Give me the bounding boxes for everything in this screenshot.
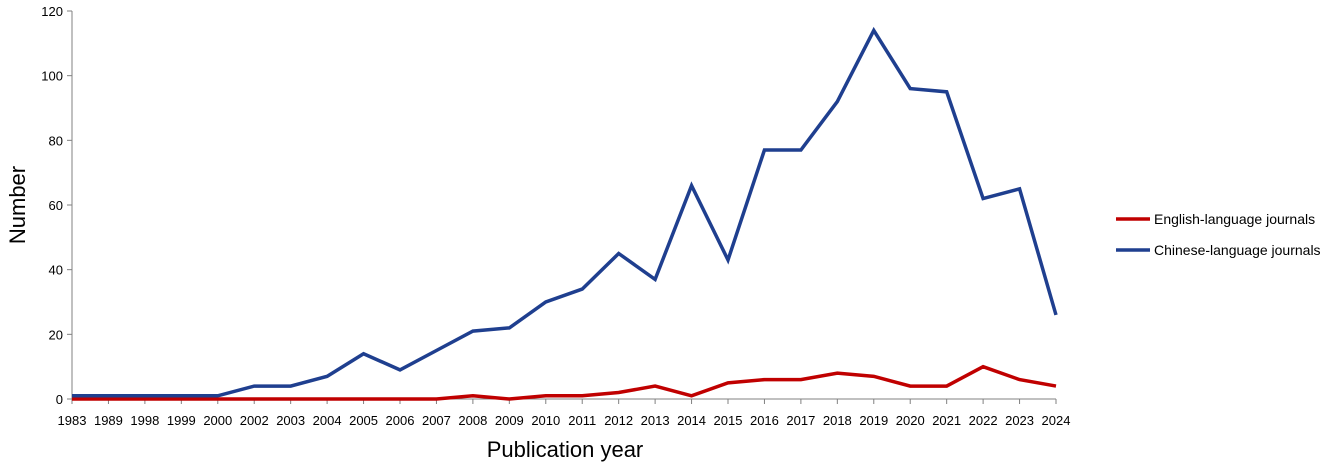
x-tick-label: 2000 bbox=[203, 413, 232, 428]
y-tick-label: 0 bbox=[56, 392, 63, 407]
x-tick-label: 2019 bbox=[859, 413, 888, 428]
x-tick-label: 2012 bbox=[604, 413, 633, 428]
x-tick-label: 2017 bbox=[786, 413, 815, 428]
x-tick-label: 2023 bbox=[1005, 413, 1034, 428]
legend: English-language journals Chinese-languag… bbox=[1116, 211, 1321, 258]
x-tick-label: 2005 bbox=[349, 413, 378, 428]
x-tick-label: 1998 bbox=[130, 413, 159, 428]
series-line-1 bbox=[72, 364, 1057, 401]
x-tick-label: 2021 bbox=[932, 413, 961, 428]
legend-label: Chinese-language journals bbox=[1154, 242, 1321, 258]
x-tick-label: 2011 bbox=[568, 413, 596, 428]
y-tick-label: 20 bbox=[49, 327, 63, 342]
x-tick-label: 2020 bbox=[896, 413, 925, 428]
x-tick-label: 2015 bbox=[714, 413, 743, 428]
series-line-2 bbox=[72, 26, 1058, 398]
x-tick-label: 2013 bbox=[641, 413, 670, 428]
y-tick-label: 120 bbox=[41, 4, 63, 19]
x-tick-label: 2016 bbox=[750, 413, 779, 428]
x-tick-label: 2008 bbox=[458, 413, 487, 428]
x-tick-label: 1989 bbox=[94, 413, 123, 428]
y-tick-label: 100 bbox=[41, 69, 63, 84]
y-tick-label: 40 bbox=[49, 263, 63, 278]
x-tick-label: 2006 bbox=[386, 413, 415, 428]
x-tick-label: 2003 bbox=[276, 413, 305, 428]
x-tick-label: 2018 bbox=[823, 413, 852, 428]
x-tick-label: 2007 bbox=[422, 413, 451, 428]
x-axis: 1983 1989 1998 1999 2000 2002 2003 2004 2005 2006… bbox=[58, 398, 1071, 428]
x-tick-label: 2004 bbox=[313, 413, 342, 428]
x-axis-title: Publication year bbox=[487, 437, 644, 462]
x-tick-label: 2002 bbox=[240, 413, 269, 428]
y-tick-label: 60 bbox=[49, 198, 63, 213]
x-tick-label: 1999 bbox=[167, 413, 196, 428]
x-tick-label: 2022 bbox=[969, 413, 998, 428]
x-tick-label: 2024 bbox=[1042, 413, 1071, 428]
plot-area bbox=[72, 26, 1058, 401]
y-axis-title: Number bbox=[5, 166, 30, 244]
x-tick-label: 2010 bbox=[531, 413, 560, 428]
x-tick-label: 2009 bbox=[495, 413, 524, 428]
x-tick-label: 2014 bbox=[677, 413, 706, 428]
legend-label: English-language journals bbox=[1154, 211, 1315, 227]
y-tick-label: 80 bbox=[49, 133, 63, 148]
x-tick-label: 1983 bbox=[58, 413, 87, 428]
y-axis: 0 20 40 60 80 100 120 bbox=[41, 4, 73, 407]
